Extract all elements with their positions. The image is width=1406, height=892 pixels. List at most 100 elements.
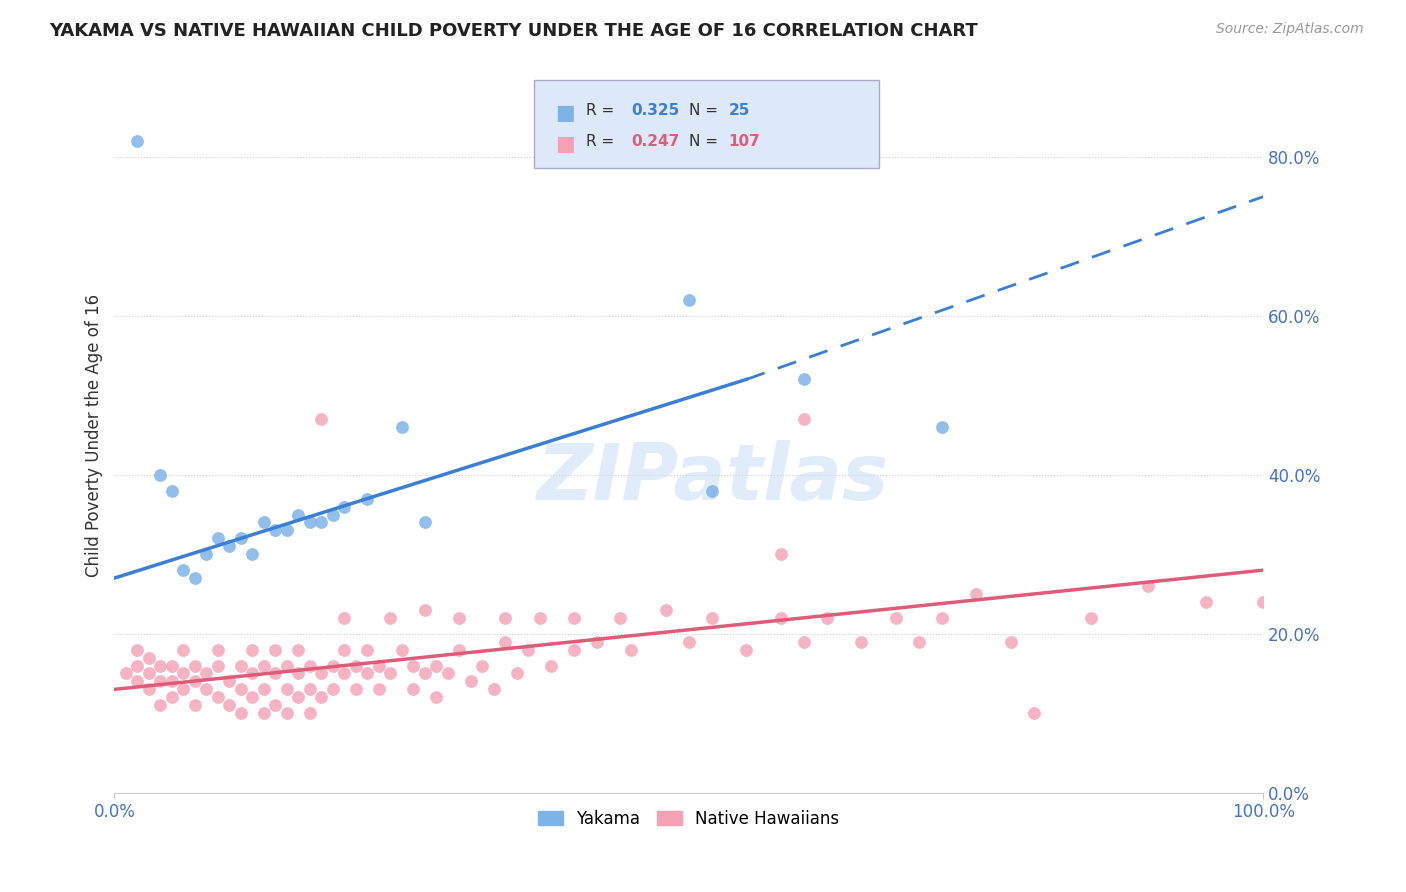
Point xyxy=(609,611,631,625)
Point xyxy=(1080,611,1102,625)
Text: 0.247: 0.247 xyxy=(631,134,679,149)
Legend: Yakama, Native Hawaiians: Yakama, Native Hawaiians xyxy=(531,803,846,834)
Point xyxy=(1137,579,1160,593)
Point xyxy=(298,682,321,697)
Point xyxy=(207,690,229,705)
Point xyxy=(391,642,413,657)
Point xyxy=(425,690,447,705)
Point xyxy=(333,500,356,514)
Y-axis label: Child Poverty Under the Age of 16: Child Poverty Under the Age of 16 xyxy=(86,293,103,576)
Text: N =: N = xyxy=(689,134,723,149)
Point xyxy=(172,682,194,697)
Point xyxy=(769,547,792,561)
Text: ■: ■ xyxy=(555,103,575,122)
Point xyxy=(851,634,873,648)
Point xyxy=(253,706,276,721)
Point xyxy=(378,666,401,681)
Point xyxy=(517,642,540,657)
Point xyxy=(815,611,838,625)
Point xyxy=(264,642,287,657)
Point xyxy=(540,658,562,673)
Point xyxy=(1000,634,1022,648)
Point xyxy=(253,516,276,530)
Point xyxy=(172,642,194,657)
Point xyxy=(160,674,183,689)
Point xyxy=(471,658,494,673)
Point xyxy=(1195,595,1218,609)
Point xyxy=(494,611,516,625)
Point xyxy=(309,666,332,681)
Point xyxy=(240,547,263,561)
Text: 25: 25 xyxy=(728,103,749,118)
Point xyxy=(276,706,298,721)
Text: YAKAMA VS NATIVE HAWAIIAN CHILD POVERTY UNDER THE AGE OF 16 CORRELATION CHART: YAKAMA VS NATIVE HAWAIIAN CHILD POVERTY … xyxy=(49,22,979,40)
Point xyxy=(413,666,436,681)
Point xyxy=(276,524,298,538)
Point xyxy=(322,508,344,522)
Point xyxy=(229,682,252,697)
Point xyxy=(115,666,138,681)
Point xyxy=(931,611,953,625)
Point xyxy=(160,690,183,705)
Point xyxy=(793,412,815,426)
Text: 0.325: 0.325 xyxy=(631,103,679,118)
Point xyxy=(240,666,263,681)
Text: ■: ■ xyxy=(555,134,575,153)
Point xyxy=(253,682,276,697)
Point xyxy=(356,491,378,506)
Point xyxy=(356,666,378,681)
Point xyxy=(298,658,321,673)
Point xyxy=(700,483,723,498)
Point xyxy=(562,611,585,625)
Point xyxy=(378,611,401,625)
Point xyxy=(436,666,458,681)
Point xyxy=(207,658,229,673)
Point xyxy=(333,666,356,681)
Point xyxy=(793,634,815,648)
Point xyxy=(229,532,252,546)
Point xyxy=(276,658,298,673)
Point xyxy=(700,611,723,625)
Point xyxy=(240,690,263,705)
Point xyxy=(344,658,367,673)
Point xyxy=(149,674,172,689)
Point xyxy=(298,706,321,721)
Point xyxy=(264,666,287,681)
Point xyxy=(287,666,309,681)
Point xyxy=(172,666,194,681)
Point xyxy=(207,642,229,657)
Point xyxy=(127,642,149,657)
Point xyxy=(529,611,551,625)
Point xyxy=(367,682,389,697)
Point xyxy=(413,516,436,530)
Point xyxy=(127,658,149,673)
Point xyxy=(322,682,344,697)
Point xyxy=(287,508,309,522)
Point xyxy=(413,603,436,617)
Point xyxy=(402,682,425,697)
Point xyxy=(184,571,207,585)
Point xyxy=(678,634,700,648)
Point xyxy=(149,658,172,673)
Point xyxy=(229,706,252,721)
Point xyxy=(149,467,172,482)
Point xyxy=(769,611,792,625)
Point xyxy=(460,674,482,689)
Text: 107: 107 xyxy=(728,134,761,149)
Point xyxy=(367,658,389,673)
Point xyxy=(160,483,183,498)
Point xyxy=(309,412,332,426)
Point xyxy=(276,682,298,697)
Point xyxy=(240,642,263,657)
Point xyxy=(1253,595,1275,609)
Point xyxy=(298,516,321,530)
Point xyxy=(184,698,207,713)
Point xyxy=(264,698,287,713)
Point xyxy=(425,658,447,673)
Point xyxy=(218,539,240,553)
Point xyxy=(1022,706,1045,721)
Point xyxy=(309,690,332,705)
Point xyxy=(965,587,987,601)
Point xyxy=(253,658,276,673)
Point xyxy=(218,674,240,689)
